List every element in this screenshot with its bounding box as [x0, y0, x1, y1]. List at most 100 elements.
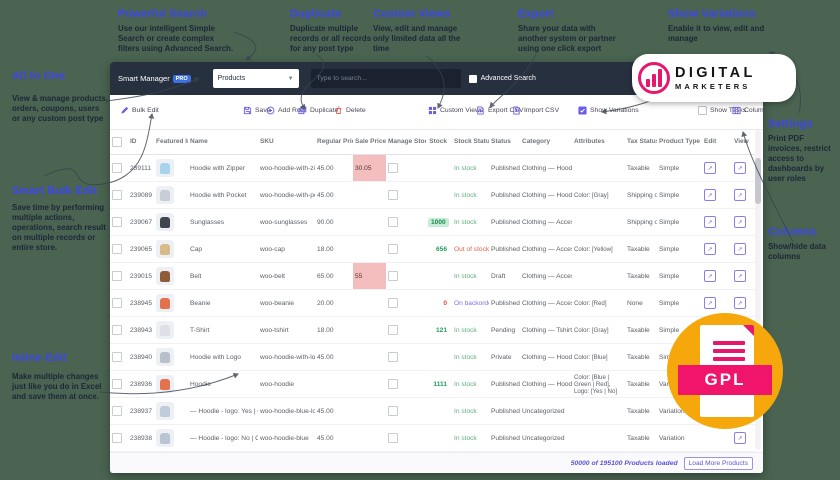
column-header[interactable]: Status [489, 129, 520, 155]
view-icon[interactable]: ↗ [734, 243, 746, 255]
row-checkbox[interactable] [112, 325, 122, 335]
dashboard-select[interactable]: Products ▼ [212, 69, 299, 88]
cell: ↗ [732, 181, 755, 209]
view-icon[interactable]: ↗ [734, 432, 746, 444]
column-header[interactable]: Manage Stock [386, 129, 426, 155]
column-header[interactable]: Stock [426, 129, 452, 155]
column-header[interactable]: Stock Status [452, 129, 489, 155]
import-csv-button[interactable]: Import CSV [512, 106, 559, 115]
column-header[interactable]: Product Type [657, 129, 702, 155]
cell: ↗ [732, 208, 755, 236]
custom-views-button[interactable]: Custom Views [428, 106, 483, 115]
view-icon[interactable]: ↗ [734, 270, 746, 282]
cell: Simple [657, 289, 702, 317]
save-button[interactable]: Save [243, 106, 271, 115]
cell: 239015 [128, 262, 154, 290]
row-checkbox[interactable] [112, 217, 122, 227]
manage-stock-checkbox[interactable] [388, 163, 398, 173]
columns-button[interactable]: Columns [732, 106, 763, 115]
edit-icon[interactable]: ↗ [704, 189, 716, 201]
manage-stock-checkbox[interactable] [388, 325, 398, 335]
add-row-button[interactable]: Add Row [266, 106, 306, 115]
annotation-body: Enable it to view, edit and manage [668, 24, 765, 44]
row-checkbox[interactable] [112, 433, 122, 443]
cell: In stock [452, 397, 489, 425]
delete-button[interactable]: Delete [334, 106, 366, 115]
row-checkbox[interactable] [112, 271, 122, 281]
row-checkbox[interactable] [112, 406, 122, 416]
manage-stock-checkbox[interactable] [388, 406, 398, 416]
column-header[interactable]: View [732, 129, 755, 155]
column-header[interactable]: Name [188, 129, 258, 155]
export-file-icon [477, 106, 484, 115]
advanced-search-toggle[interactable]: Advanced Search [468, 74, 536, 83]
row-checkbox[interactable] [112, 379, 122, 389]
column-header[interactable]: Featured Imag [154, 129, 188, 155]
edit-icon[interactable]: ↗ [704, 297, 716, 309]
edit-icon[interactable]: ↗ [704, 216, 716, 228]
columns-icon [732, 106, 741, 115]
cell [353, 370, 386, 398]
column-header[interactable]: Category [520, 129, 572, 155]
cell [572, 262, 625, 290]
manage-stock-checkbox[interactable] [388, 271, 398, 281]
manage-stock-checkbox[interactable] [388, 190, 398, 200]
annotation-title: Custom Views [373, 8, 451, 20]
product-thumbnail [156, 294, 174, 312]
show-variations-toggle[interactable]: Show Variations [578, 106, 639, 115]
export-csv-button[interactable]: Export CSV [476, 106, 524, 115]
manage-stock-checkbox[interactable] [388, 244, 398, 254]
column-header[interactable]: Sale Price [353, 129, 386, 155]
row-checkbox[interactable] [112, 163, 122, 173]
cell [386, 343, 426, 371]
edit-icon[interactable]: ↗ [704, 270, 716, 282]
bulk-edit-button[interactable]: Bulk Edit [120, 106, 159, 115]
manage-stock-checkbox[interactable] [388, 433, 398, 443]
cell [154, 424, 188, 452]
cell: ↗ [732, 262, 755, 290]
load-more-button[interactable]: Load More Products [683, 456, 753, 470]
cell: Private [489, 343, 520, 371]
edit-icon[interactable]: ↗ [704, 162, 716, 174]
view-icon[interactable]: ↗ [734, 189, 746, 201]
search-input[interactable]: Type to search... [310, 69, 461, 88]
advanced-search-checkbox[interactable] [468, 74, 477, 83]
manage-stock-checkbox[interactable] [388, 298, 398, 308]
column-header[interactable]: Tax Status [625, 129, 657, 155]
cell: Clothing — Accessories [520, 235, 572, 263]
scrollbar-thumb[interactable] [755, 158, 761, 204]
cell: In stock [452, 208, 489, 236]
column-header[interactable]: ID [128, 129, 154, 155]
pencil-icon [121, 106, 129, 114]
column-header[interactable]: SKU [258, 129, 315, 155]
view-icon[interactable]: ↗ [734, 297, 746, 309]
view-icon[interactable]: ↗ [734, 162, 746, 174]
edit-icon[interactable]: ↗ [704, 243, 716, 255]
row-checkbox[interactable] [112, 352, 122, 362]
table-row: 239065 Cap woo-cap 18.00 656 Out of stock Publ… [110, 235, 755, 263]
cell: ↗ [702, 154, 732, 182]
manage-stock-checkbox[interactable] [388, 379, 398, 389]
row-checkbox[interactable] [112, 298, 122, 308]
cell [386, 289, 426, 317]
cell: 45.00 [315, 397, 353, 425]
manage-stock-checkbox[interactable] [388, 217, 398, 227]
manage-stock-checkbox[interactable] [388, 352, 398, 362]
view-icon[interactable]: ↗ [734, 216, 746, 228]
row-checkbox[interactable] [112, 190, 122, 200]
cell: Taxable [625, 235, 657, 263]
cell [110, 343, 128, 371]
cell [110, 154, 128, 182]
duplicate-button[interactable]: Duplicate [298, 106, 338, 115]
column-header[interactable]: Edit [702, 129, 732, 155]
cell: Published [489, 397, 520, 425]
row-checkbox[interactable] [112, 244, 122, 254]
cell: Taxable [625, 262, 657, 290]
column-header[interactable]: Regular Price [315, 129, 353, 155]
select-all-checkbox[interactable] [112, 136, 122, 147]
table-footer: 50000 of 195100 Products loaded Load Mor… [110, 452, 763, 473]
cell [353, 289, 386, 317]
column-header[interactable]: Attributes [572, 129, 625, 155]
bulk-edit-label: Bulk Edit [132, 107, 159, 114]
